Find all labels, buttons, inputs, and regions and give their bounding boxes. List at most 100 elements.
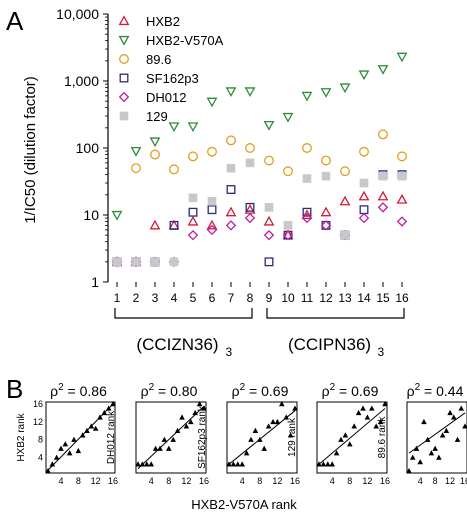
data-point <box>207 205 217 215</box>
data-point <box>339 83 351 94</box>
data-point <box>359 146 369 157</box>
rank-point <box>373 423 379 429</box>
x-tick-label: 8 <box>76 476 81 486</box>
legend-label: 129 <box>146 109 168 124</box>
x-tick-label: 1 <box>114 291 121 305</box>
data-point <box>244 204 256 214</box>
x-tick-label: 16 <box>290 476 300 486</box>
data-point <box>263 120 275 131</box>
group-label-subscript: 3 <box>226 345 233 359</box>
data-point <box>188 207 198 217</box>
x-tick-label: 4 <box>240 476 245 486</box>
data-point <box>225 220 237 231</box>
data-point <box>131 163 141 174</box>
rank-point <box>101 409 108 416</box>
rank-point <box>49 461 56 467</box>
rank-point <box>139 461 146 467</box>
rank-point <box>333 450 340 456</box>
rank-point <box>92 425 99 431</box>
data-point <box>378 129 388 140</box>
data-point <box>206 224 218 236</box>
rank-plot-ylabel: 129 rank <box>287 417 298 457</box>
plot-frame <box>406 401 467 474</box>
y-tick-label: 12 <box>33 417 43 427</box>
legend: HXB2 HXB2-V570A 89.6 SF162p3 DH012 129 <box>118 14 224 124</box>
y-tick-label: 1,000 <box>64 73 99 89</box>
rank-point <box>157 445 163 451</box>
data-point <box>245 158 255 168</box>
rank-point <box>451 414 457 420</box>
data-point <box>244 87 256 98</box>
x-tick-label: 16 <box>460 476 467 486</box>
y-tick-label: 100 <box>76 140 100 156</box>
x-tick-label: 12 <box>91 476 101 486</box>
plot-frame <box>316 401 388 474</box>
data-point <box>320 88 332 98</box>
y-tick-label: 4 <box>38 453 43 463</box>
x-tick-label: 7 <box>228 291 235 305</box>
data-point <box>339 195 351 206</box>
data-point <box>225 87 237 98</box>
rank-point <box>316 461 322 467</box>
data-point <box>111 210 123 221</box>
plot-frame <box>45 401 116 474</box>
y-tick-label: 1 <box>91 274 99 290</box>
data-point <box>169 164 179 175</box>
rho-annotation: ρ2 = 0.69 <box>232 382 289 399</box>
data-point <box>206 97 218 108</box>
x-tick-label: 5 <box>190 291 197 305</box>
rank-point <box>179 414 185 420</box>
x-tick-label: 16 <box>199 476 209 486</box>
rank-point <box>462 423 467 429</box>
data-point <box>187 229 199 241</box>
rank-point <box>235 461 241 467</box>
rank-point <box>257 436 263 442</box>
rank-point <box>364 414 371 420</box>
group-bracket <box>114 308 253 319</box>
rank-point <box>66 450 73 456</box>
rank-point <box>355 409 362 416</box>
data-point <box>112 257 122 267</box>
rank-point <box>252 427 259 433</box>
data-point <box>245 143 255 153</box>
rank-plot: ρ2 = 0.69 129 rank 4 8 12 16 <box>287 382 390 486</box>
fit-line <box>137 405 205 470</box>
data-point <box>397 171 407 181</box>
data-point <box>130 146 142 157</box>
rank-point <box>447 409 453 416</box>
data-point <box>168 219 180 230</box>
x-tick-label: 14 <box>357 291 371 305</box>
data-point <box>301 212 313 224</box>
data-point <box>321 155 331 166</box>
data-point <box>226 185 236 194</box>
fit-line <box>408 412 466 454</box>
rank-point <box>243 450 250 456</box>
data-point <box>245 202 255 212</box>
data-point <box>302 143 312 153</box>
rank-point <box>458 405 465 411</box>
data-point <box>320 206 332 217</box>
rank-point <box>135 461 141 467</box>
data-point <box>206 219 218 230</box>
data-point <box>378 171 388 181</box>
x-tick-label: 8 <box>247 291 254 305</box>
data-point <box>340 230 350 240</box>
group-label: (CCIZN36) <box>136 335 218 354</box>
rank-point <box>201 405 207 411</box>
data-point <box>396 193 408 204</box>
data-point <box>377 65 389 75</box>
y-tick-label: 10,000 <box>56 6 99 22</box>
rank-point <box>188 418 194 425</box>
rank-point <box>347 441 353 447</box>
x-tick-label: 4 <box>330 476 335 486</box>
legend-label: HXB2-V570A <box>146 33 224 48</box>
group-bracket <box>266 308 405 319</box>
rank-point <box>454 436 461 442</box>
x-tick-label: 11 <box>301 291 314 305</box>
data-point <box>302 174 312 183</box>
rank-point <box>45 468 51 474</box>
rank-point <box>279 401 285 407</box>
data-point <box>263 215 275 226</box>
series-DH012 <box>111 202 408 268</box>
